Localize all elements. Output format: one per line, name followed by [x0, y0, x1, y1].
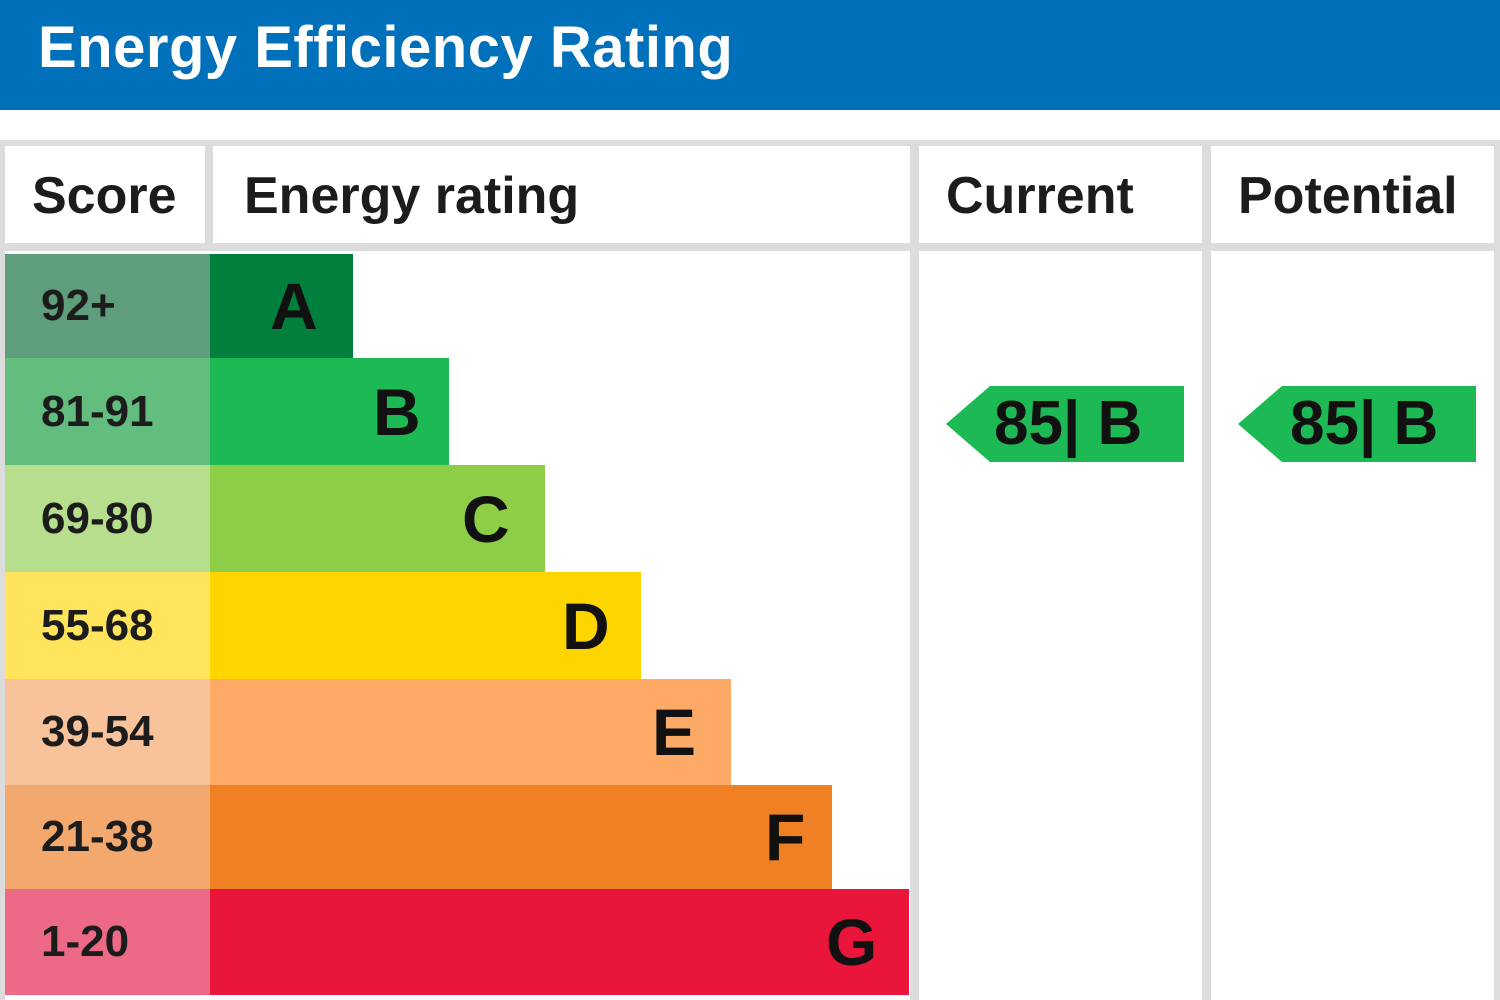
column-header-potential: Potential — [1238, 167, 1458, 225]
score-range-label: 21-38 — [41, 812, 154, 861]
score-cell: 92+ — [5, 254, 210, 358]
column-header-current: Current — [946, 167, 1134, 225]
score-cell: 69-80 — [5, 465, 210, 572]
column-divider-current — [1202, 146, 1211, 1000]
score-cell: 39-54 — [5, 679, 210, 785]
header-row-divider — [0, 243, 1500, 251]
score-range-label: 55-68 — [41, 601, 154, 650]
score-range-label: 92+ — [41, 281, 116, 330]
score-cell: 81-91 — [5, 358, 210, 465]
potential-rating-arrow: 85| B — [1238, 386, 1476, 462]
score-cell: 21-38 — [5, 785, 210, 889]
potential-rating-label: 85| B — [1290, 389, 1439, 458]
score-cell: 1-20 — [5, 889, 210, 995]
score-range-label: 81-91 — [41, 387, 154, 436]
band-letter: F — [765, 800, 806, 874]
table-right-border — [1494, 140, 1500, 1000]
table-top-border — [0, 140, 1500, 146]
band-bar-f: F — [210, 785, 832, 889]
band-letter: B — [373, 375, 421, 449]
band-letter: A — [270, 269, 318, 343]
current-rating-arrow: 85| B — [946, 386, 1184, 462]
band-bar-a: A — [210, 254, 353, 358]
score-range-label: 39-54 — [41, 707, 154, 756]
current-arrow-shape — [946, 386, 1184, 462]
band-letter: G — [826, 905, 878, 979]
score-cell: 55-68 — [5, 572, 210, 679]
band-bar-b: B — [210, 358, 449, 465]
column-divider-score — [205, 146, 213, 244]
band-bar-d: D — [210, 572, 641, 679]
score-range-label: 69-80 — [41, 494, 154, 543]
page-title: Energy Efficiency Rating — [38, 15, 734, 80]
column-header-score: Score — [32, 167, 177, 225]
title-bar: Energy Efficiency Rating — [0, 0, 1500, 110]
score-range-label: 1-20 — [41, 917, 130, 966]
column-divider-rating — [910, 146, 919, 1000]
table-left-border — [0, 140, 5, 1000]
band-letter: E — [652, 695, 697, 769]
column-header-energy-rating: Energy rating — [244, 167, 580, 225]
band-letter: C — [462, 482, 510, 556]
band-bar-e: E — [210, 679, 731, 785]
band-bar-g: G — [210, 889, 909, 995]
band-letter: D — [562, 589, 610, 663]
potential-arrow-shape — [1238, 386, 1476, 462]
current-rating-label: 85| B — [994, 389, 1143, 458]
band-bar-c: C — [210, 465, 545, 572]
